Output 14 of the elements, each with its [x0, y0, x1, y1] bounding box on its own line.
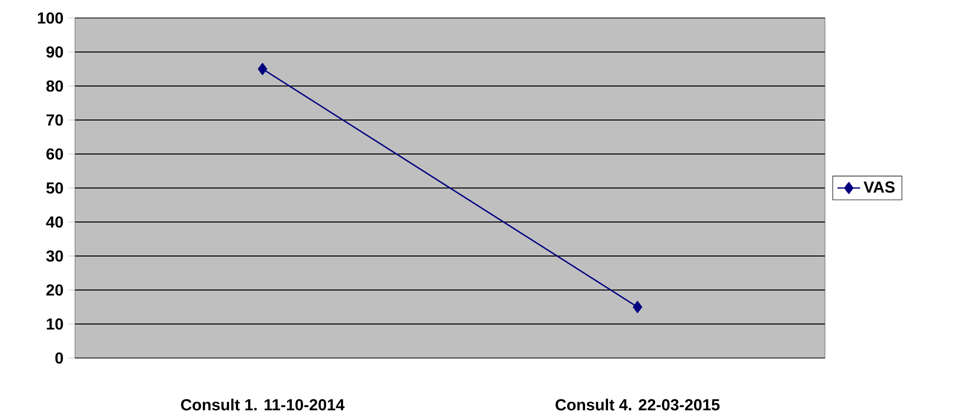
- y-tick-label: 70: [46, 114, 63, 126]
- y-tick-label: 10: [46, 318, 63, 330]
- x-tick-label: Consult 1. 11-10-2014: [181, 398, 345, 410]
- y-tick-label: 80: [46, 80, 63, 92]
- y-tick-label: 60: [46, 148, 63, 160]
- y-tick-label: 50: [46, 182, 63, 194]
- y-tick-label: 0: [55, 352, 63, 364]
- x-tick-label: Consult 4. 22-03-2015: [556, 398, 720, 410]
- y-tick-label: 20: [46, 284, 63, 296]
- y-tick-label: 90: [46, 46, 63, 58]
- y-tick-label: 40: [46, 216, 63, 228]
- legend-label: VAS: [864, 181, 895, 193]
- y-tick-label: 100: [38, 12, 63, 24]
- y-tick-label: 30: [46, 250, 63, 262]
